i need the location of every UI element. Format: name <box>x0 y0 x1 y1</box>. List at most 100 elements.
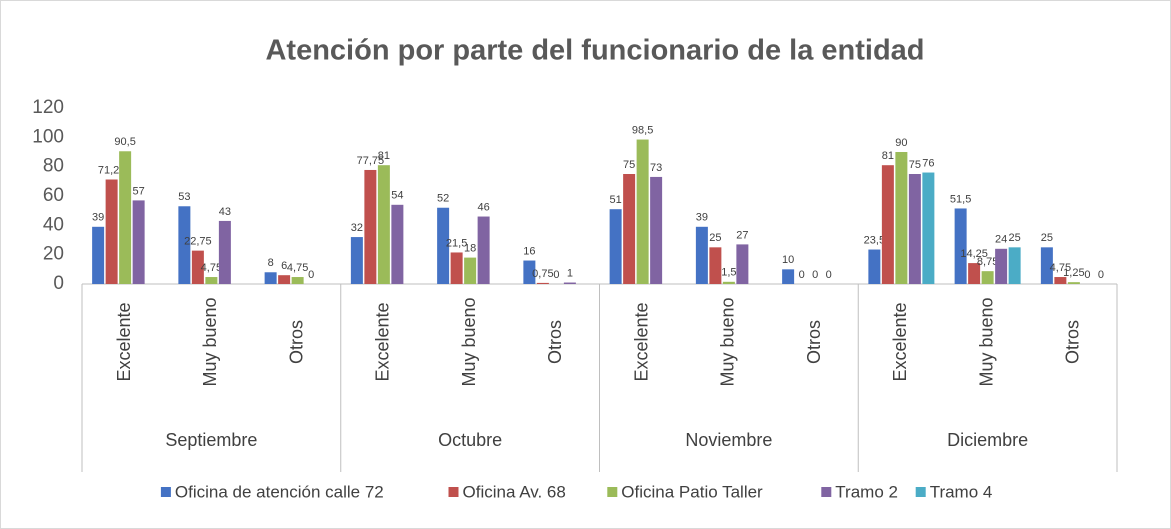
data-label: 25 <box>709 232 721 244</box>
x-tick-label: Otros <box>545 320 565 364</box>
data-label: 25 <box>1041 232 1053 244</box>
bar <box>291 277 304 284</box>
x-tick-label: Muy bueno <box>459 297 479 386</box>
data-label: 10 <box>782 254 794 266</box>
bar <box>1040 247 1053 284</box>
bar <box>364 169 377 284</box>
data-label: 6 <box>281 260 287 272</box>
bar <box>105 179 118 284</box>
bar <box>92 226 105 284</box>
data-label: 90,5 <box>114 136 135 148</box>
data-label: 90 <box>895 137 907 149</box>
bar <box>178 206 191 284</box>
bar <box>623 174 636 284</box>
bar <box>218 220 231 284</box>
x-tick-label: Excelente <box>114 302 134 381</box>
y-tick-label: 0 <box>53 273 64 294</box>
data-label: 51,5 <box>950 193 971 205</box>
data-label: 39 <box>696 212 708 224</box>
data-label: 4,75 <box>1050 262 1071 274</box>
bar <box>350 237 363 284</box>
data-label: 98,5 <box>632 124 653 136</box>
data-label: 22,75 <box>184 236 212 248</box>
bar <box>132 200 145 284</box>
bar <box>995 248 1008 284</box>
data-label: 46 <box>478 201 490 213</box>
data-label: 27 <box>736 229 748 241</box>
x-tick-label: Excelente <box>373 302 393 381</box>
bar <box>377 165 390 284</box>
data-label: 57 <box>133 185 145 197</box>
x-tick-label: Muy bueno <box>718 297 738 386</box>
data-label: 8,75 <box>977 256 998 268</box>
x-tick-label: Otros <box>1063 320 1083 364</box>
bar <box>908 174 921 284</box>
data-label: 75 <box>623 159 635 171</box>
legend-label: Tramo 4 <box>930 482 993 501</box>
data-label: 43 <box>219 206 231 218</box>
x-tick-label: Muy bueno <box>200 297 220 386</box>
data-label: 52 <box>437 193 449 205</box>
data-label: 25 <box>1009 232 1021 244</box>
data-label: 0 <box>308 269 314 281</box>
y-tick-label: 60 <box>43 185 64 206</box>
group-label: Noviembre <box>685 430 772 450</box>
data-label: 1,5 <box>721 267 736 279</box>
bar <box>437 207 450 284</box>
data-label: 0 <box>799 269 805 281</box>
bar <box>191 250 204 284</box>
data-label: 18 <box>464 243 476 255</box>
bar <box>119 151 132 284</box>
data-label: 39 <box>92 212 104 224</box>
bar <box>1054 277 1067 284</box>
legend-swatch <box>607 487 618 497</box>
data-label: 51 <box>610 194 622 206</box>
y-tick-label: 80 <box>43 156 64 177</box>
data-label: 75 <box>909 159 921 171</box>
bar <box>636 139 649 284</box>
data-label: 0 <box>826 269 832 281</box>
data-label: 8 <box>268 257 274 269</box>
data-label: 4,75 <box>287 262 308 274</box>
legend-swatch <box>821 487 832 497</box>
bar <box>895 152 908 284</box>
bar <box>391 204 404 284</box>
bar <box>1067 282 1080 284</box>
y-tick-label: 40 <box>43 214 64 235</box>
legend-swatch <box>915 487 926 497</box>
x-tick-label: Otros <box>804 320 824 364</box>
bar <box>868 249 881 284</box>
legend-label: Tramo 2 <box>835 482 898 501</box>
data-label: 16 <box>523 245 535 257</box>
bar <box>278 275 291 284</box>
group-label: Octubre <box>438 430 502 450</box>
bar <box>695 226 708 284</box>
data-label: 0 <box>812 269 818 281</box>
x-tick-label: Otros <box>286 320 306 364</box>
bar <box>464 257 477 284</box>
bar <box>981 271 994 284</box>
bar <box>1008 247 1021 284</box>
data-label: 24 <box>995 234 1007 246</box>
data-label: 14,25 <box>960 248 988 260</box>
data-label: 32 <box>351 222 363 234</box>
data-label: 1,25 <box>1063 267 1084 279</box>
y-tick-label: 100 <box>32 126 64 147</box>
group-label: Diciembre <box>947 430 1028 450</box>
bar <box>881 165 894 284</box>
bar <box>709 247 722 284</box>
data-label: 0,75 <box>532 268 553 280</box>
bar <box>722 281 735 284</box>
data-label: 54 <box>391 190 403 202</box>
legend-swatch <box>160 487 171 497</box>
data-label: 23,5 <box>864 234 885 246</box>
data-label: 81 <box>882 150 894 162</box>
x-tick-label: Muy bueno <box>976 297 996 386</box>
data-label: 76 <box>922 157 934 169</box>
data-label: 21,5 <box>446 237 467 249</box>
group-label: Septiembre <box>165 430 257 450</box>
legend-label: Oficina de atención calle 72 <box>175 482 384 501</box>
data-label: 0 <box>553 269 559 281</box>
bar <box>968 263 981 284</box>
bar <box>736 244 749 284</box>
